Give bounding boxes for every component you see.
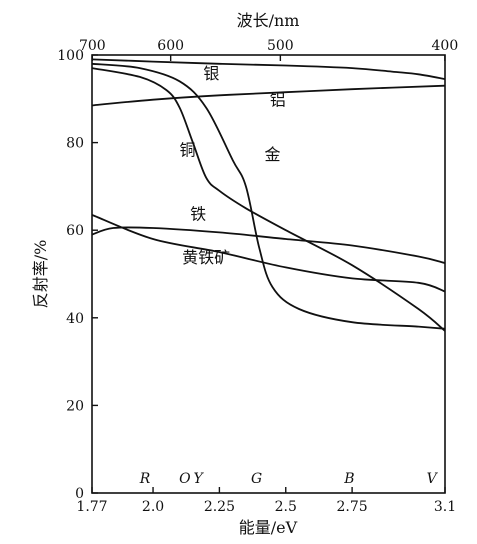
x-tick-label: 2.5 <box>275 499 297 515</box>
top-tick-label: 400 <box>432 38 459 54</box>
series-lines <box>91 58 446 332</box>
x-tick-label: 2.0 <box>142 499 164 515</box>
color-letter: Y <box>194 471 205 487</box>
top-tick-label: 500 <box>267 38 294 54</box>
series-line-copper <box>91 67 446 332</box>
series-label-pyrite: 黄铁矿 <box>182 248 230 267</box>
y-axis-title: 反射率/% <box>31 240 50 309</box>
series-line-pyrite <box>91 214 446 293</box>
x-tick-label: 2.75 <box>337 499 368 515</box>
y-tick-label: 20 <box>66 398 84 414</box>
y-tick-label: 100 <box>57 48 84 64</box>
series-label-aluminum: 铝 <box>270 90 286 109</box>
series-line-silver <box>91 58 446 80</box>
top-tick-label: 600 <box>157 38 184 54</box>
top-axis-title: 波长/nm <box>237 11 300 30</box>
series-label-gold: 金 <box>264 145 280 164</box>
series-line-aluminum <box>91 84 446 107</box>
series-line-iron <box>91 226 446 264</box>
color-letter: O <box>179 471 191 487</box>
top-axis-ticks: 700 600 500 400 <box>79 38 458 61</box>
y-tick-label: 0 <box>75 486 84 502</box>
x-tick-label: 2.25 <box>204 499 235 515</box>
x-tick-label: 1.77 <box>76 499 107 515</box>
x-axis-title: 能量/eV <box>239 518 298 537</box>
color-letter: R <box>139 471 151 487</box>
series-label-silver: 银 <box>203 64 219 83</box>
left-axis-ticks: 0 20 40 60 80 100 <box>57 48 98 502</box>
series-line-gold <box>91 62 446 330</box>
color-letter: B <box>343 471 354 487</box>
top-tick-label: 700 <box>79 38 106 54</box>
y-tick-label: 80 <box>66 136 84 152</box>
plot-frame <box>91 54 446 494</box>
series-label-iron: 铁 <box>190 204 206 223</box>
x-tick-label: 3.1 <box>434 499 456 515</box>
y-tick-label: 60 <box>66 223 84 239</box>
y-tick-label: 40 <box>66 311 84 327</box>
color-letter: V <box>427 471 439 487</box>
color-letter: G <box>251 471 262 487</box>
series-label-copper: 铜 <box>180 141 196 160</box>
bottom-axis-ticks: 1.77 2.0 2.25 2.5 2.75 3.1 <box>76 487 456 515</box>
